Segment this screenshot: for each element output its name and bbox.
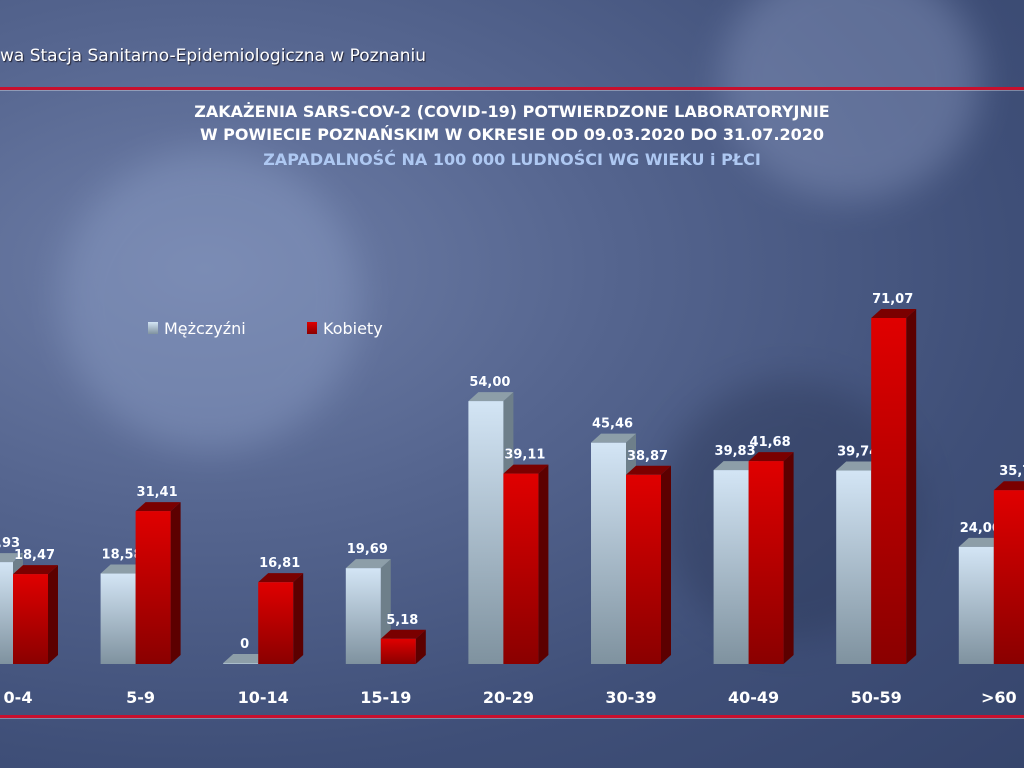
bar-side	[170, 502, 181, 664]
bar-men-20-29	[468, 401, 504, 664]
bar-women-40-49	[748, 461, 784, 664]
data-label: 39,11	[504, 448, 545, 463]
bar-top	[100, 564, 146, 574]
bar-side	[661, 465, 671, 664]
bar-women-10-14	[258, 582, 294, 664]
category-label: 0-4	[4, 688, 33, 707]
bar-men-15-19	[345, 568, 381, 664]
data-label: 5,18	[386, 613, 418, 628]
bar-men-0-4	[0, 562, 13, 664]
category-label: >60	[981, 688, 1017, 707]
bar-top	[748, 452, 794, 462]
bar-top	[13, 565, 58, 575]
chart-title-line-1: ZAKAŻENIA SARS-COV-2 (COVID-19) POTWIERD…	[194, 102, 830, 121]
bar-men-10-14	[223, 663, 259, 664]
category-label: 5-9	[126, 688, 155, 707]
data-label: 24,06	[960, 521, 1001, 536]
data-label: 45,46	[592, 417, 633, 432]
bar-men->60	[958, 546, 994, 664]
bar-top	[468, 392, 514, 402]
bar-top	[626, 465, 671, 475]
bar-top	[503, 464, 549, 474]
legend: Mężczyźni Kobiety	[148, 319, 383, 338]
bar-top	[345, 559, 391, 569]
data-label: 20,93	[0, 536, 20, 551]
organization-name: wa Stacja Sanitarno-Epidemiologiczna w P…	[0, 46, 427, 66]
bar-top	[958, 537, 1004, 547]
category-label: 15-19	[360, 688, 411, 707]
data-label: 54,00	[469, 375, 510, 390]
legend-swatch-men	[148, 322, 158, 334]
bar-side	[48, 565, 58, 664]
category-label: 10-14	[238, 688, 289, 707]
data-label: 16,81	[259, 556, 300, 571]
data-label: 18,58	[102, 548, 143, 563]
bar-men-50-59	[836, 470, 872, 664]
bar-men-40-49	[713, 470, 749, 664]
bar-top	[0, 553, 23, 563]
legend-label-men: Mężczyźni	[164, 319, 246, 338]
bar-women-5-9	[135, 511, 171, 664]
data-label: 31,41	[137, 485, 178, 500]
bar-top	[135, 502, 181, 512]
bar-women-15-19	[380, 638, 416, 664]
bar-top	[223, 654, 269, 663]
virus-background	[60, 150, 360, 450]
bar-top	[258, 573, 304, 583]
legend-swatch-women	[307, 322, 317, 334]
bar-top	[836, 461, 882, 471]
bar-women-30-39	[626, 474, 661, 664]
category-label: 50-59	[851, 688, 902, 707]
data-label: 35,7	[999, 464, 1024, 479]
bar-side	[415, 629, 426, 664]
data-label: 39,83	[715, 444, 756, 459]
chart-title-line-2: W POWIECIE POZNAŃSKIM W OKRESIE OD 09.03…	[199, 125, 825, 144]
bar-top	[713, 461, 759, 471]
chart-subtitle: ZAPADALNOŚĆ NA 100 000 LUDNOŚCI WG WIEKU…	[263, 150, 761, 169]
bar-top	[380, 629, 426, 639]
category-label: 40-49	[728, 688, 779, 707]
data-label: 18,47	[14, 548, 55, 563]
data-label: 41,68	[750, 435, 791, 450]
data-label: 19,69	[347, 542, 388, 557]
bar-side	[906, 309, 917, 664]
bar-women-50-59	[871, 318, 907, 664]
data-label: 38,87	[627, 449, 668, 464]
data-label: 0	[240, 637, 249, 652]
bar-women->60	[993, 490, 1024, 664]
data-label: 71,07	[872, 292, 913, 307]
data-label: 39,74	[837, 445, 878, 460]
category-label: 30-39	[605, 688, 656, 707]
category-label: 20-29	[483, 688, 534, 707]
bar-top	[993, 481, 1024, 491]
top-divider	[0, 87, 1024, 90]
bar-top	[871, 309, 917, 318]
bar-side	[293, 573, 304, 664]
virus-background	[720, 0, 980, 200]
bar-women-20-29	[503, 473, 539, 664]
bottom-divider	[0, 715, 1024, 718]
bar-men-5-9	[100, 573, 136, 664]
bar-women-0-4	[13, 574, 48, 664]
bar-men-30-39	[591, 442, 626, 664]
bar-side	[783, 452, 794, 664]
bar-top	[591, 433, 636, 443]
legend-label-women: Kobiety	[323, 319, 383, 338]
bar-side	[538, 464, 549, 664]
